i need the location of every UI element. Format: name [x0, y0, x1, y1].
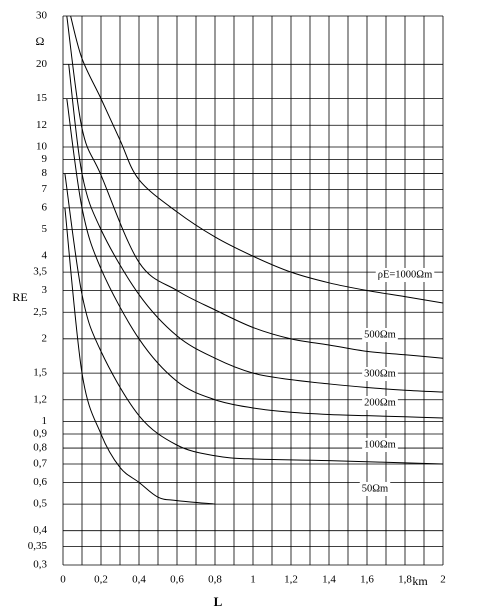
series-label: 50Ωm	[362, 483, 388, 494]
curve	[66, 16, 443, 359]
y-tick-label: 1,5	[33, 367, 47, 379]
y-tick-label: 2	[42, 332, 48, 344]
x-axis-label: L	[214, 594, 223, 609]
series-label: 300Ωm	[364, 368, 396, 379]
y-tick-label: 5	[42, 223, 48, 235]
curve	[64, 207, 216, 505]
y-unit: Ω	[36, 34, 45, 48]
y-tick-label: 0,9	[33, 428, 47, 440]
y-tick-label: 3,5	[33, 266, 47, 278]
y-tick-label: 30	[36, 10, 48, 22]
x-tick-label: 1,8	[398, 574, 412, 586]
y-tick-label: 0,7	[33, 458, 47, 470]
y-tick-label: 2,5	[33, 306, 47, 318]
y-tick-label: 12	[36, 119, 47, 131]
label-bg	[362, 396, 398, 410]
x-tick-label: 1,4	[322, 574, 336, 586]
x-tick-label: 0,2	[94, 574, 108, 586]
y-tick-label: 7	[42, 183, 48, 195]
y-tick-label: 0,3	[33, 559, 47, 571]
x-unit: km	[412, 574, 428, 588]
y-tick-label: 0,6	[33, 476, 47, 488]
label-bg	[362, 328, 398, 342]
x-tick-label: 1,6	[360, 574, 374, 586]
curve	[70, 16, 443, 304]
x-tick-label: 0,4	[132, 574, 146, 586]
x-tick-label: 0,8	[208, 574, 222, 586]
y-tick-label: 0,35	[28, 540, 48, 552]
x-tick-label: 1,2	[284, 574, 298, 586]
label-bg	[375, 268, 435, 282]
label-bg	[362, 438, 398, 452]
y-axis-label: RE	[12, 290, 27, 304]
y-tick-label: 1,2	[33, 393, 47, 405]
x-tick-label: 1	[250, 574, 256, 586]
label-bg	[359, 482, 391, 496]
y-tick-label: 0,8	[33, 442, 47, 454]
series-label: ρE=1000Ωm	[378, 269, 433, 280]
y-tick-label: 0,5	[33, 498, 47, 510]
x-tick-label: 0,6	[170, 574, 184, 586]
y-tick-label: 9	[42, 153, 48, 165]
series-label: 200Ωm	[364, 397, 396, 408]
y-tick-label: 0,4	[33, 524, 47, 536]
y-tick-label: 8	[42, 167, 48, 179]
series-label: 100Ωm	[364, 439, 396, 450]
y-tick-label: 6	[42, 201, 48, 213]
y-tick-label: 10	[36, 141, 48, 153]
y-tick-label: 1	[42, 415, 48, 427]
y-tick-label: 20	[36, 58, 48, 70]
x-tick-label: 0	[60, 574, 66, 586]
y-tick-label: 15	[36, 92, 48, 104]
series-label: 500Ωm	[364, 329, 396, 340]
y-tick-label: 4	[42, 250, 48, 262]
label-bg	[362, 367, 398, 381]
x-tick-label: 2	[440, 574, 446, 586]
curve	[68, 64, 443, 393]
curve	[66, 98, 443, 419]
y-tick-label: 3	[42, 284, 48, 296]
curve	[64, 173, 443, 465]
